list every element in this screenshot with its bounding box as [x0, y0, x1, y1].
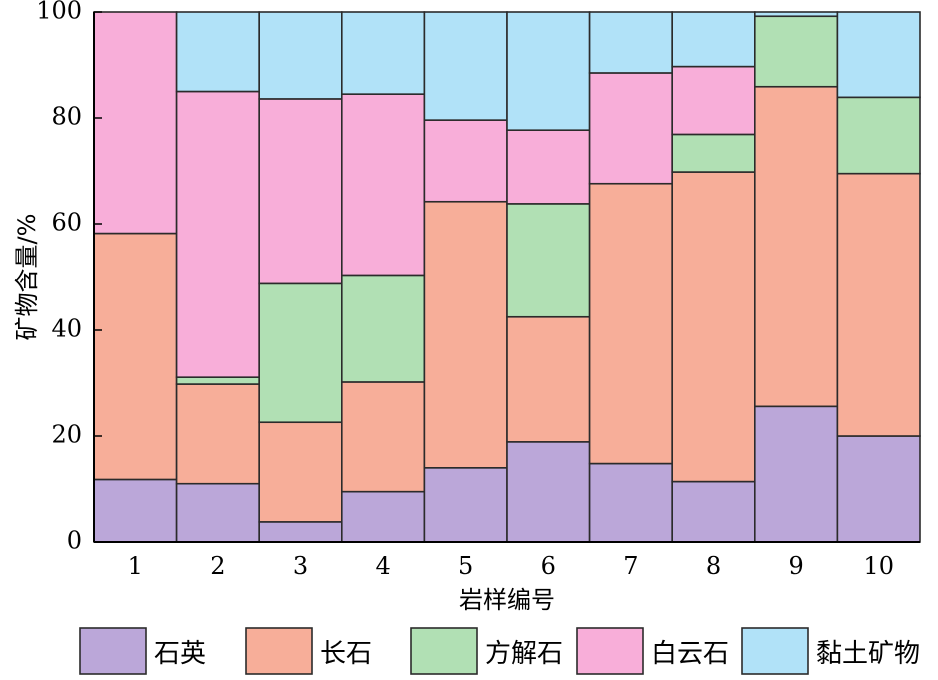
- bar-segment-7-series-2: [588, 182, 673, 465]
- bar-segment-4-series-2: [340, 381, 426, 493]
- bar-segment-3-series-2: [258, 421, 343, 523]
- x-tick-label: 5: [458, 552, 473, 580]
- bar-segment-2-series-3: [175, 376, 261, 385]
- bar-segment-6-series-3: [506, 203, 591, 318]
- x-tick-label: 7: [623, 552, 638, 580]
- bar-segment-2-series-4: [175, 90, 261, 378]
- bar-segment-10-series-1: [836, 435, 921, 543]
- legend-label: 白云石: [651, 639, 729, 669]
- bar-segment-2-series-5: [175, 11, 261, 93]
- bar-segment-3-series-3: [258, 282, 343, 424]
- bar-segment-4-series-4: [340, 93, 426, 277]
- bar-segment-4-series-1: [340, 490, 426, 543]
- bar-segment-9-series-5: [753, 11, 839, 18]
- bar-segment-3-series-1: [258, 521, 343, 543]
- x-ticks-group: 1 2 3 4 5 6 7 8 9 10: [128, 552, 894, 580]
- bar-segment-10-series-5: [836, 11, 921, 99]
- bar-segment-1-series-1: [93, 478, 178, 543]
- bars-group: [93, 11, 921, 543]
- bar-segment-9-series-1: [753, 405, 839, 543]
- legend-label: 长石: [320, 639, 372, 669]
- bar-segment-10-series-3: [836, 96, 921, 175]
- bar-segment-5-series-4: [423, 119, 508, 203]
- bar-segment-9-series-2: [753, 85, 839, 408]
- bar-segment-1-series-2: [93, 232, 178, 481]
- legend: 石英 长石 方解石 白云石 黏土矿物: [79, 627, 920, 675]
- bar-segment-9-series-3: [753, 15, 839, 88]
- bar-segment-6-series-5: [506, 11, 591, 131]
- bar-segment-4-series-5: [340, 11, 426, 95]
- bar-segment-8-series-2: [671, 171, 756, 483]
- legend-label: 方解石: [485, 639, 563, 669]
- bar-segment-8-series-5: [671, 11, 756, 68]
- y-tick-label: 60: [51, 209, 82, 237]
- legend-label: 黏土矿物: [816, 639, 920, 669]
- bar-segment-5-series-1: [423, 466, 508, 543]
- y-ticks-group: 0 20 40 60 80 100: [36, 0, 102, 555]
- bar-segment-8-series-4: [671, 65, 756, 136]
- legend-swatch: [741, 627, 809, 675]
- y-tick-label: 0: [67, 527, 82, 555]
- bar-segment-2-series-1: [175, 482, 261, 543]
- y-tick-label: 40: [51, 315, 82, 343]
- bar-segment-3-series-5: [258, 11, 343, 100]
- x-tick-label: 6: [541, 552, 556, 580]
- legend-label: 石英: [154, 639, 206, 669]
- y-axis-title: 矿物含量/%: [13, 214, 41, 341]
- legend-swatch: [576, 627, 644, 675]
- legend-swatch: [410, 627, 478, 675]
- bar-segment-8-series-1: [671, 480, 756, 543]
- bar-segment-1-series-4: [93, 11, 178, 235]
- x-tick-label: 2: [210, 552, 225, 580]
- x-tick-label: 3: [293, 552, 308, 580]
- legend-swatch: [245, 627, 313, 675]
- bar-segment-2-series-2: [175, 383, 261, 485]
- x-tick-label: 8: [706, 552, 721, 580]
- bar-segment-5-series-2: [423, 200, 508, 469]
- bar-segment-10-series-2: [836, 172, 921, 437]
- x-tick-label: 1: [128, 552, 143, 580]
- bar-segment-3-series-4: [258, 98, 343, 285]
- bar-segment-6-series-2: [506, 315, 591, 443]
- x-tick-label: 4: [375, 552, 390, 580]
- bar-segment-8-series-3: [671, 133, 756, 173]
- bar-segment-7-series-5: [588, 11, 673, 74]
- y-tick-label: 20: [51, 421, 82, 449]
- x-tick-label: 9: [788, 552, 803, 580]
- y-tick-label: 100: [36, 0, 82, 25]
- bar-segment-6-series-4: [506, 129, 591, 205]
- bar-segment-5-series-5: [423, 11, 508, 121]
- x-axis-title: 岩样编号: [459, 586, 555, 614]
- x-tick-label: 10: [863, 552, 894, 580]
- legend-swatch: [79, 627, 147, 675]
- bar-segment-6-series-1: [506, 441, 591, 543]
- bar-segment-7-series-4: [588, 72, 673, 185]
- y-tick-label: 80: [51, 103, 82, 131]
- bar-segment-4-series-3: [340, 274, 426, 383]
- axes-group: [93, 12, 920, 543]
- bar-segment-7-series-1: [588, 462, 673, 543]
